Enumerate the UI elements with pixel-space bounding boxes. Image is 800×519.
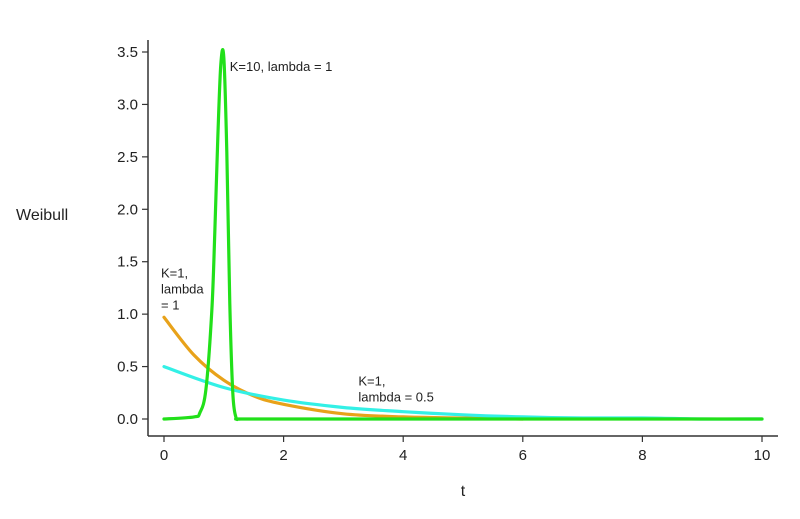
annotation-line: = 1 [161,297,179,312]
y-tick-label: 3.5 [117,44,138,61]
series-line-0 [162,315,525,421]
x-axis-label: t [461,483,466,500]
annotation-line: K=1, [161,265,188,280]
y-tick-label: 1.5 [117,254,138,271]
y-tick-label: 3.0 [117,96,138,113]
y-tick-label: 2.0 [117,201,138,218]
y-tick-label: 1.0 [117,306,138,323]
annotation-line: lambda = 0.5 [358,389,434,404]
annotation-1: K=1, lambda = 1 [161,265,204,312]
annotation-line: lambda [161,281,204,296]
x-axis-ticks: 0 2 4 6 8 10 [160,436,771,464]
annotation-layer: K=10, lambda = 1K=1, lambda = 1K=1, lambda … [161,59,434,405]
annotation-0: K=10, lambda = 1 [230,59,333,74]
x-tick-label: 8 [638,447,646,464]
y-tick-label: 2.5 [117,149,138,166]
x-tick-label: 2 [279,447,287,464]
y-tick-label: 0.0 [117,411,138,428]
series-line-2 [162,48,764,422]
y-axis-label: Weibull [16,207,68,224]
annotation-line: K=1, [358,373,385,388]
annotation-2: K=1, lambda = 0.5 [358,373,434,404]
x-tick-label: 10 [754,447,771,464]
x-tick-label: 6 [519,447,527,464]
x-tick-label: 0 [160,447,168,464]
y-tick-label: 0.5 [117,359,138,376]
x-tick-label: 4 [399,447,407,464]
y-axis-ticks: 0.0 0.5 1.0 1.5 2.0 2.5 3.0 3.5 [117,44,148,428]
annotation-line: K=10, lambda = 1 [230,59,333,74]
series-line-1 [162,365,764,421]
series-layer [162,48,764,422]
